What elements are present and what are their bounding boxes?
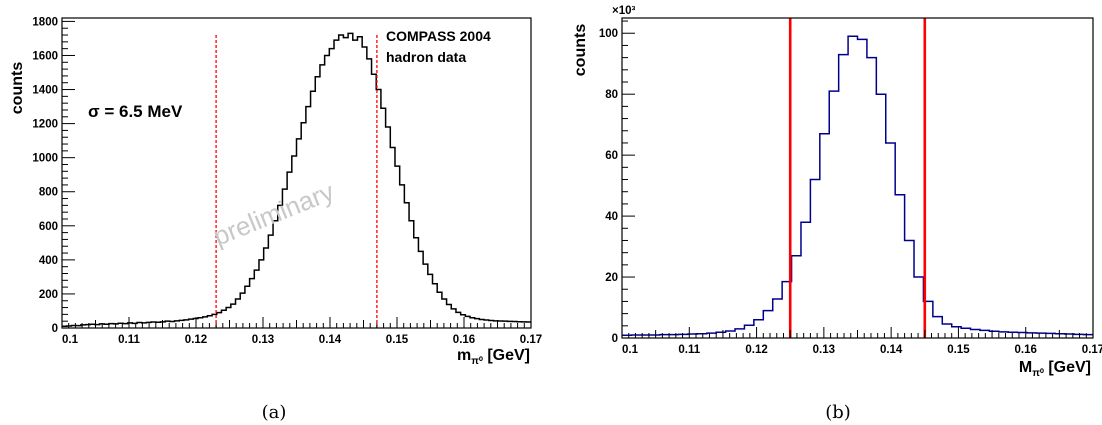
sigma-annotation: σ = 6.5 MeV <box>88 102 183 121</box>
x-tick-label: 0.15 <box>386 334 409 346</box>
x-axis-label-a: mπ⁰ [GeV] <box>457 347 530 367</box>
x-tick-label: 0.11 <box>118 334 140 346</box>
y-tick-label: 100 <box>599 28 618 40</box>
x-tick-label: 0.1 <box>62 334 79 346</box>
histogram-line <box>62 32 531 328</box>
y-tick-label: 800 <box>39 187 58 199</box>
x-tick-label: 0.16 <box>1015 344 1037 356</box>
cut-lines-a <box>215 35 378 328</box>
y-tick-label: 200 <box>39 289 58 301</box>
histogram-line <box>622 35 1093 337</box>
x-tick-label: 0.17 <box>520 334 542 346</box>
y-tick-label: 600 <box>39 221 58 233</box>
y-tick-label: 0 <box>52 323 58 335</box>
y-tick-label: 60 <box>605 150 618 162</box>
histogram-b <box>622 35 1093 337</box>
panel-a: 0.1 0.11 0.12 0.13 0.14 0.15 0.16 0.17 0 200 400 6… <box>9 16 542 423</box>
y-tick-label: 400 <box>39 255 58 267</box>
panel-label-a: (a) <box>262 402 287 423</box>
x-axis-label-b: Mπ⁰ [GeV] <box>1019 359 1091 379</box>
y-tick-label: 1600 <box>32 50 58 62</box>
plot-frame-b <box>621 17 1094 339</box>
x-tick-label: 0.12 <box>745 344 767 356</box>
dataset-label: hadron data <box>386 49 466 65</box>
y-tick-label: 1000 <box>32 153 58 165</box>
y-tick-label: 40 <box>605 211 618 223</box>
y-ticks-b: 0 20 40 60 80 100 <box>599 20 635 345</box>
x-tick-label: 0.12 <box>185 334 207 346</box>
y-tick-label: 1200 <box>32 119 58 131</box>
y-axis-label-a: counts <box>9 62 26 115</box>
y-tick-label: 0 <box>612 333 618 345</box>
panel-label-b: (b) <box>825 402 851 423</box>
x-ticks-a: 0.1 0.11 0.12 0.13 0.14 0.15 0.16 0.17 <box>61 317 542 346</box>
x-tick-label: 0.17 <box>1082 344 1102 356</box>
x-tick-label: 0.14 <box>319 334 342 346</box>
y-tick-label: 1400 <box>32 85 58 97</box>
x-tick-label: 0.11 <box>678 344 700 356</box>
y-tick-label: 80 <box>605 89 618 101</box>
y-axis-label-b: counts <box>572 24 589 77</box>
x-tick-label: 0.13 <box>252 334 274 346</box>
x-tick-label: 0.15 <box>947 344 970 356</box>
x-tick-label: 0.16 <box>453 334 475 346</box>
cut-lines-b <box>788 18 927 338</box>
y-ticks-a: 0 200 400 600 800 1000 1200 1400 1600 1800 <box>32 16 75 335</box>
x-tick-label: 0.1 <box>622 344 639 356</box>
x-tick-label: 0.13 <box>813 344 835 356</box>
y-tick-label: 1800 <box>32 16 58 28</box>
x-tick-label: 0.14 <box>880 344 903 356</box>
x-ticks-b: 0.1 0.11 0.12 0.13 0.14 0.15 0.16 0.17 <box>621 327 1102 356</box>
y-multiplier-label: ×10³ <box>612 5 636 17</box>
panel-b: 0.1 0.11 0.12 0.13 0.14 0.15 0.16 0.17 0 20 40 60 8… <box>572 5 1102 423</box>
histogram-a <box>62 32 531 328</box>
y-tick-label: 20 <box>605 272 618 284</box>
preliminary-watermark: preliminary <box>209 176 338 251</box>
experiment-label: COMPASS 2004 <box>386 28 491 44</box>
